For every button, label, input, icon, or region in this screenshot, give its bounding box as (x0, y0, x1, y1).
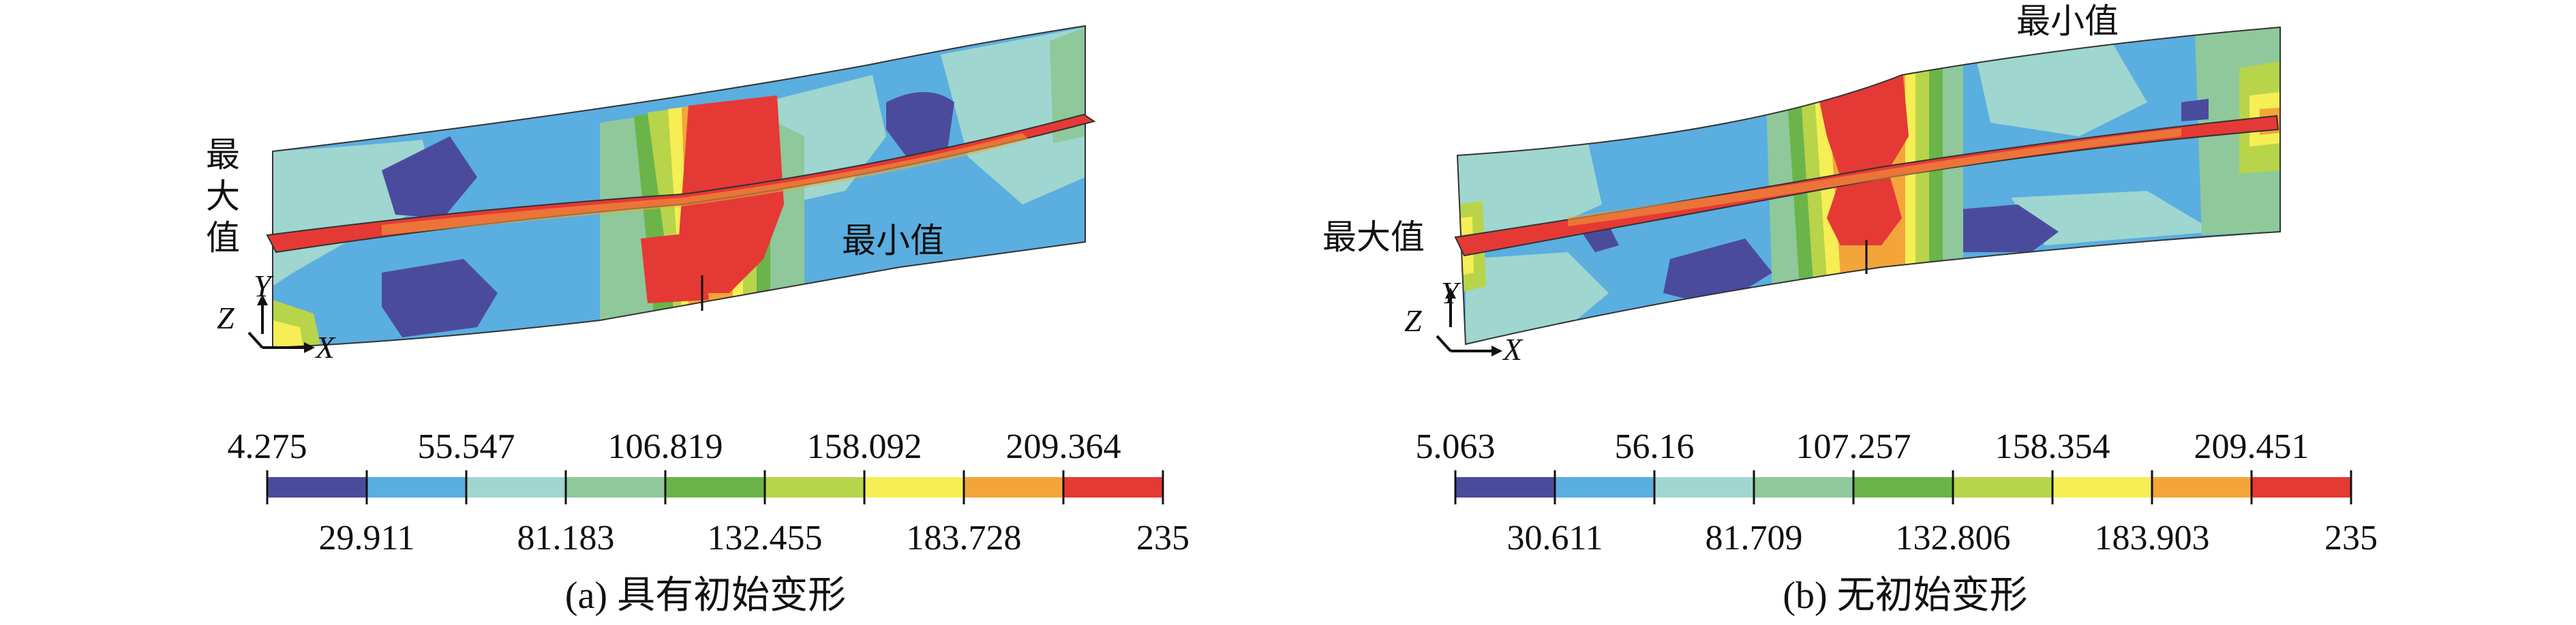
legend-tick-bottom: 81.183 (517, 519, 615, 558)
min-label-a: 最小值 (842, 222, 944, 260)
beam-outline-a (272, 25, 1086, 349)
axis-y-b: Y (1441, 275, 1461, 310)
legend-tick-top: 158.092 (807, 427, 922, 466)
legend-swatch (2252, 477, 2351, 498)
legend-swatch (765, 477, 864, 498)
legend-tick-top: 158.354 (1995, 427, 2110, 466)
contour-region (941, 27, 1085, 204)
max-label-a-3: 值 (206, 219, 240, 257)
panel-a: 最 大 值 最小值 Z Y X (206, 25, 1190, 617)
min-label-b: 最小值 (2016, 2, 2119, 40)
contour-region (1813, 61, 1909, 245)
contour-region (1936, 204, 2059, 252)
contour-region (641, 232, 709, 303)
legend-swatch (1063, 477, 1163, 498)
legend-tick-bottom: 235 (2324, 519, 2378, 558)
axis-z-a: Z (217, 301, 234, 335)
axis-x-b: X (1502, 332, 1524, 367)
legend-tick-bottom: 132.455 (708, 519, 823, 558)
legend-swatch (1754, 477, 1853, 498)
legend-tick-bottom: 29.911 (318, 519, 414, 558)
axis-y-a: Y (254, 269, 274, 303)
legend-swatch (1654, 477, 1754, 498)
legend-tick-top: 209.364 (1006, 427, 1121, 466)
legend-swatch (1953, 477, 2052, 498)
max-label-a-2: 大 (206, 177, 240, 215)
legend-tick-top: 56.16 (1615, 427, 1695, 466)
legend-swatch (665, 477, 765, 498)
contour-region (1050, 27, 1085, 143)
contour-region (2181, 99, 2209, 121)
legend-tick-bottom: 81.709 (1706, 519, 1803, 558)
legend-swatch (2152, 477, 2252, 498)
axis-triad-b: Z Y X (1404, 275, 1524, 367)
contour-region (886, 92, 954, 157)
legend-tick-bottom: 235 (1136, 519, 1189, 558)
legend-swatch (1853, 477, 1953, 498)
max-label-a-1: 最 (206, 136, 240, 174)
panel-b: 最大值 最小值 Z Y X (1322, 2, 2378, 617)
beam-outline-b (1456, 26, 2281, 346)
legend-tick-top: 107.257 (1796, 427, 1911, 466)
legend-tick-top: 209.451 (2194, 427, 2309, 466)
flange-shade-b (1568, 128, 2181, 226)
legend-swatch (466, 477, 566, 498)
axis-triad-a: Z Y X (217, 269, 336, 365)
legend-tick-bottom: 30.611 (1506, 519, 1603, 558)
legend-tick-top: 106.819 (608, 427, 723, 466)
contour-region (382, 136, 477, 218)
legend-swatch (267, 477, 367, 498)
legend-tick-bottom: 183.728 (907, 519, 1022, 558)
legend-tick-top: 55.547 (418, 427, 515, 466)
legend-swatch (964, 477, 1063, 498)
legend-tick-top: 5.063 (1416, 427, 1496, 466)
legend-b: 5.063 56.16 107.257 158.354 209.451 30.6… (1416, 427, 2378, 558)
axis-x-a: X (314, 330, 336, 365)
legend-swatch (367, 477, 466, 498)
contour-plot-b (1457, 27, 2280, 344)
caption-b: (b) 无初始变形 (1783, 575, 2027, 617)
legend-swatch (864, 477, 964, 498)
contour-region (1977, 44, 2147, 136)
contour-region (273, 320, 303, 348)
legend-swatch (566, 477, 665, 498)
legend-tick-bottom: 132.806 (1896, 519, 2011, 558)
legend-swatch (2052, 477, 2152, 498)
flange-shade-a (382, 133, 1029, 235)
caption-a: (a) 具有初始变形 (565, 575, 846, 617)
contour-plot-a (273, 26, 1085, 348)
contour-region (2011, 191, 2215, 245)
legend-swatch (1455, 477, 1555, 498)
max-label-b: 最大值 (1322, 218, 1425, 256)
contour-region (1457, 143, 1602, 239)
flange-b (1454, 115, 2279, 257)
contour-region (382, 259, 498, 337)
legend-swatch (1555, 477, 1654, 498)
legend-a: 4.275 55.547 106.819 158.092 209.364 29.… (228, 427, 1190, 558)
legend-tick-top: 4.275 (228, 427, 307, 466)
legend-tick-bottom: 183.903 (2095, 519, 2210, 558)
axis-z-b: Z (1404, 303, 1422, 338)
